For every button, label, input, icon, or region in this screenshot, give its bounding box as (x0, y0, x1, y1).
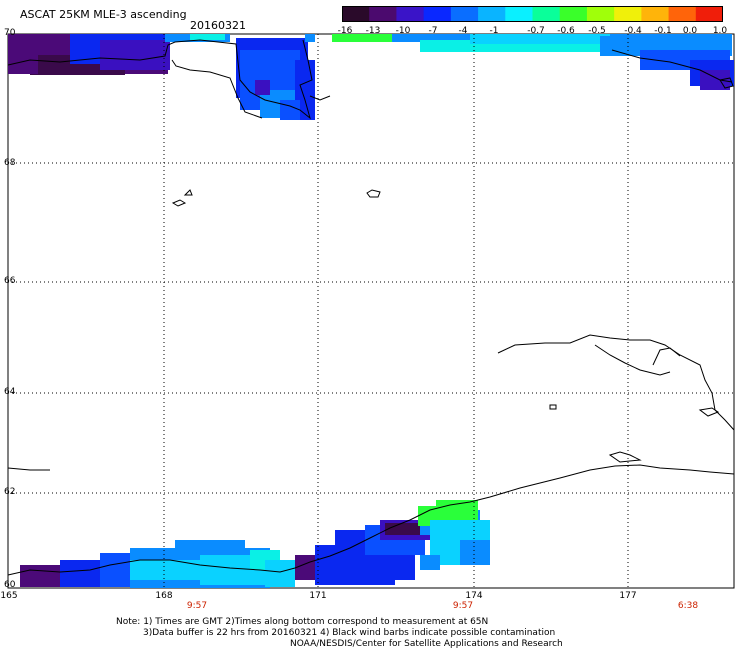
data-cell (175, 540, 245, 555)
note-line-2: 3)Data buffer is 22 hrs from 20160321 4)… (143, 628, 556, 638)
coastline-segment (608, 451, 642, 463)
lat-label-66: 66 (4, 276, 16, 286)
graticule (8, 34, 734, 588)
lon-label-171: 171 (309, 591, 327, 601)
coastline-segment (171, 199, 187, 207)
data-cell (45, 62, 95, 74)
coastline-segment (7, 464, 735, 576)
colorbar-swatch (559, 6, 588, 22)
colorbar-swatch (450, 6, 479, 22)
colorbar-swatch (614, 6, 642, 22)
lon-label-165: 165 (0, 591, 18, 601)
pass-time-3: 6:38 (677, 601, 699, 611)
pass-time-1: 9:57 (186, 601, 208, 611)
lat-label-60: 60 (4, 580, 16, 590)
data-cell (255, 80, 270, 95)
data-cell (420, 555, 440, 570)
coastline-segment (549, 404, 557, 410)
colorbar-swatch (369, 6, 397, 22)
lat-label-64: 64 (4, 387, 16, 397)
coastline-segment (366, 189, 381, 198)
colorbar-tick-label: -16 (337, 26, 353, 36)
note-line-3: NOAA/NESDIS/Center for Satellite Applica… (290, 639, 563, 649)
data-cell (305, 34, 315, 42)
colorbar-tick-label: -1 (489, 26, 499, 36)
chart-title: ASCAT 25KM MLE-3 ascending (20, 8, 187, 21)
lon-label-168: 168 (155, 591, 173, 601)
colorbar-swatch (396, 6, 425, 22)
colorbar-swatch (532, 6, 561, 22)
data-cell (470, 34, 610, 44)
coastline-segment (183, 189, 193, 196)
lon-label-177: 177 (619, 591, 637, 601)
colorbar-tick-label: -0.1 (654, 26, 672, 36)
colorbar-tick-label: -0.6 (557, 26, 575, 36)
coastline-segment (171, 59, 263, 119)
colorbar-tick-label: 0.0 (682, 26, 698, 36)
data-cell (130, 560, 200, 580)
coastline-segment (497, 334, 735, 431)
coastline-segment (309, 95, 331, 101)
coastline-segment (719, 77, 734, 89)
lat-label-62: 62 (4, 487, 16, 497)
coastline-segment (698, 407, 720, 417)
colorbar-tick-label: -7 (428, 26, 438, 36)
data-cell (190, 34, 225, 40)
coastline-segment (7, 467, 50, 471)
colorbar-swatch (586, 6, 615, 22)
colorbar-swatch (423, 6, 452, 22)
note-line-1: Note: 1) Times are GMT 2)Times along bot… (116, 617, 489, 627)
colorbar-tick-label: -0.7 (527, 26, 545, 36)
map-border (7, 33, 735, 589)
chart-date: 20160321 (190, 19, 246, 32)
colorbar-tick-label: -0.5 (588, 26, 606, 36)
coastline-segment (652, 347, 681, 366)
data-cell (8, 34, 38, 74)
data-cell (100, 40, 170, 70)
colorbar-swatch (695, 6, 723, 22)
colorbar-tick-label: -13 (365, 26, 381, 36)
colorbar-tick-label: -4 (458, 26, 468, 36)
colorbar-swatch (478, 6, 506, 22)
pass-time-2: 9:57 (452, 601, 474, 611)
data-cell (460, 540, 490, 565)
coastline-segment (594, 344, 671, 376)
data-cell (280, 100, 300, 120)
colorbar-swatch (342, 6, 370, 22)
colorbar-swatch (505, 6, 533, 22)
colorbar-swatch (641, 6, 670, 22)
colorbar-tick-label: 1.0 (712, 26, 728, 36)
wind-data-cells (8, 34, 734, 588)
coastline-segment (7, 39, 313, 120)
colorbar-swatch (668, 6, 697, 22)
data-cell (265, 560, 295, 587)
coastline (7, 39, 735, 576)
colorbar-tick-label: -10 (395, 26, 411, 36)
data-cell (332, 34, 392, 42)
colorbar-frame (342, 6, 723, 22)
colorbar (342, 6, 723, 22)
lat-label-70: 70 (4, 28, 16, 38)
colorbar-tick-label: -0.4 (624, 26, 642, 36)
data-cell (700, 70, 730, 90)
lon-label-174: 174 (465, 591, 483, 601)
data-cell (436, 500, 478, 522)
coastline-segment (611, 49, 733, 83)
lat-label-68: 68 (4, 158, 16, 168)
